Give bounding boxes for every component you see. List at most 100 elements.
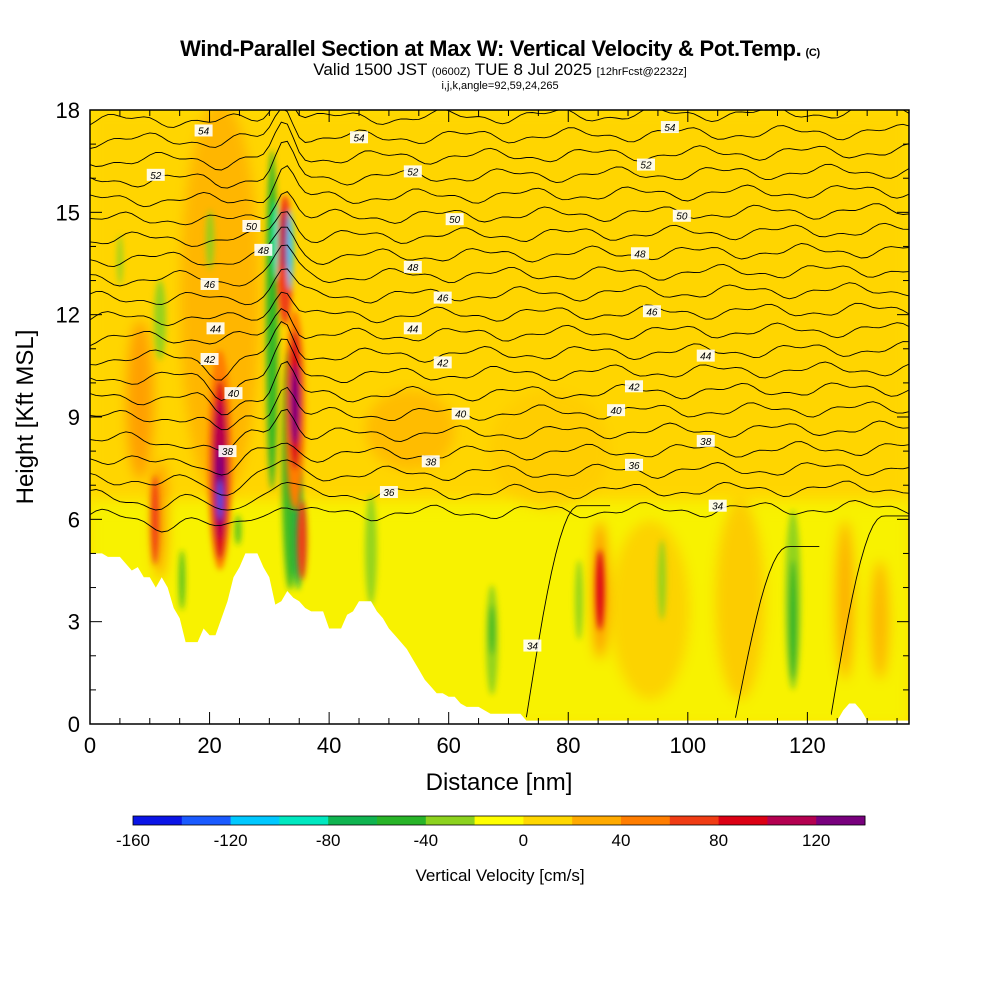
y-tick-label: 12 [56,303,80,328]
svg-text:44: 44 [700,352,712,363]
theta-contour-line [90,110,909,128]
theta-contour-label: 52 [636,158,655,172]
svg-text:52: 52 [407,167,419,178]
y-tick-label: 3 [68,610,80,635]
x-tick-labels: 0 20 40 60 80 100 120 [84,733,826,758]
theta-contour-line [90,190,909,226]
theta-contour-label: 38 [696,434,715,448]
y-tick-label: 18 [56,98,80,123]
colorbar-tick-label: 40 [612,831,631,850]
theta-contour-line [830,515,909,716]
colorbar-swatch [279,816,329,825]
svg-text:40: 40 [611,406,623,417]
theta-contour-label: 48 [403,260,422,274]
svg-text:44: 44 [407,324,419,335]
theta-contour-line [90,244,909,287]
svg-text:34: 34 [712,502,724,513]
theta-contour-line [90,121,909,171]
theta-contour-line [90,308,909,347]
theta-contour-label: 36 [379,486,398,499]
svg-text:50: 50 [246,222,258,233]
svg-text:40: 40 [455,410,467,421]
colorbar-tick-labels: -160 -120 -80 -40 0 40 80 120 [116,831,830,850]
svg-text:52: 52 [150,171,162,182]
svg-text:44: 44 [210,324,222,335]
colorbar-tick-label: -80 [316,831,341,850]
axis-ticks [89,109,909,725]
theta-contour-label: 44 [206,322,225,335]
theta-contour-line [90,459,909,496]
colorbar-swatch [474,816,524,825]
x-axis-label: Distance [nm] [426,769,573,796]
colorbar-swatch [328,816,378,825]
svg-text:36: 36 [628,461,640,472]
colorbar-tick-label: -160 [116,831,150,850]
svg-text:34: 34 [527,642,539,653]
svg-text:46: 46 [204,280,216,291]
theta-contour-line [90,165,909,208]
theta-contour-line [90,110,909,149]
svg-text:48: 48 [634,249,646,260]
y-tick-label: 9 [68,405,80,430]
theta-contour-label: 36 [625,458,644,472]
theta-contour-label: 40 [607,404,626,417]
svg-text:50: 50 [449,215,461,226]
theta-contour-line [90,291,909,327]
y-tick-label: 15 [56,200,80,225]
theta-contour-line [734,546,820,719]
colorbar-tick-label: 0 [519,831,528,850]
colorbar-swatch [377,816,427,825]
svg-text:48: 48 [258,246,270,257]
theta-contour-label: 46 [433,291,452,305]
terrain-mask [90,553,909,724]
colorbar-swatch [523,816,573,825]
svg-text:46: 46 [646,307,658,318]
svg-text:52: 52 [640,161,652,172]
svg-text:42: 42 [204,355,216,366]
theta-contour-label: 54 [350,131,369,144]
title-block: Wind-Parallel Section at Max W: Vertical… [0,36,1000,92]
svg-text:40: 40 [228,389,240,400]
theta-contour-line [90,360,909,416]
theta-contour-label: 54 [194,124,213,137]
svg-text:46: 46 [437,294,449,305]
theta-contour-label: 48 [254,243,273,257]
theta-contour-label: 52 [146,168,165,182]
x-tick-label: 120 [789,733,826,758]
svg-text:36: 36 [383,488,395,499]
svg-text:54: 54 [198,126,210,137]
theta-contour-label: 50 [242,219,261,233]
potential-temperature-contours [90,110,909,719]
theta-contour-line [90,441,909,476]
y-tick-labels: 0 3 6 9 12 15 18 [56,98,80,737]
x-tick-label: 100 [669,733,706,758]
colorbar-tick-label: 120 [802,831,830,850]
theta-contour-label: 42 [433,356,452,369]
x-tick-label: 0 [84,733,96,758]
theta-contour-label: 38 [421,455,440,468]
y-tick-label: 6 [68,507,80,532]
colorbar-swatch [133,816,183,825]
theta-contour-label: 50 [445,213,464,226]
theta-contour-line [90,480,909,511]
theta-contour-line [90,211,909,247]
theta-contour-line [90,268,909,306]
colorbar-label: Vertical Velocity [cm/s] [415,866,584,885]
svg-text:54: 54 [353,133,365,144]
chart-params: i,j,k,angle=92,59,24,265 [441,80,559,92]
x-tick-label: 60 [436,733,460,758]
colorbar-swatch [816,816,866,825]
x-tick-label: 40 [317,733,341,758]
y-axis-label: Height [Kft MSL] [12,330,39,505]
colorbar-swatch [181,816,232,825]
theta-contour-label: 48 [630,247,649,260]
theta-contour-line [525,505,611,718]
theta-contour-label: 42 [625,380,644,393]
theta-contour-line [90,500,909,533]
theta-contour-label: 42 [200,353,219,366]
svg-text:38: 38 [425,457,437,468]
theta-contour-line [90,321,909,381]
colorbar-swatch [718,816,768,825]
